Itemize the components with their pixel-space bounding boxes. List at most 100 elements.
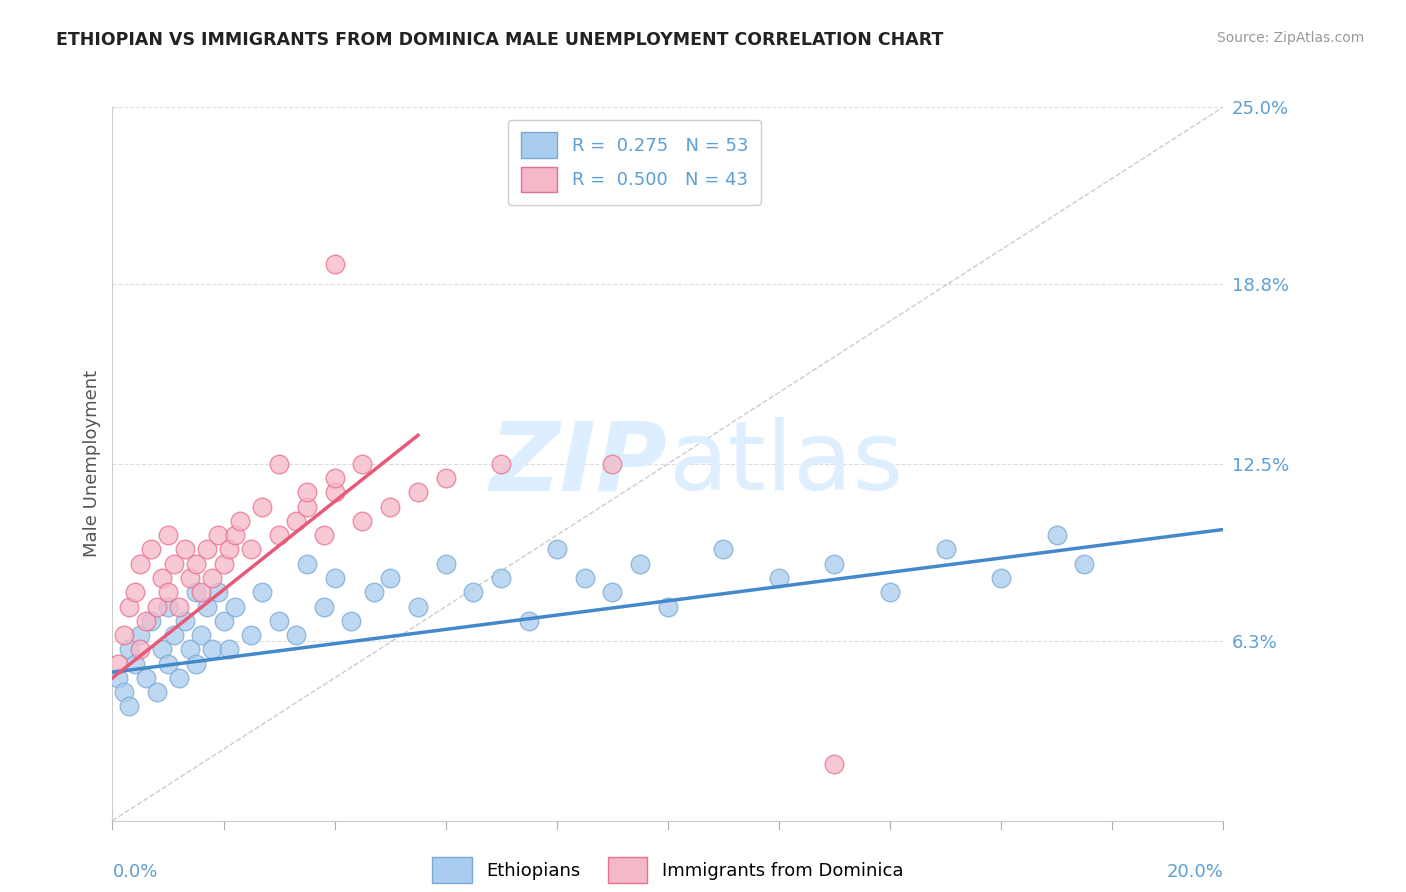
Point xyxy=(312,528,335,542)
Point xyxy=(252,500,274,514)
Point xyxy=(184,585,207,599)
Point xyxy=(179,642,201,657)
Text: ETHIOPIAN VS IMMIGRANTS FROM DOMINICA MALE UNEMPLOYMENT CORRELATION CHART: ETHIOPIAN VS IMMIGRANTS FROM DOMINICA MA… xyxy=(56,31,943,49)
Point xyxy=(252,585,274,599)
Point xyxy=(602,457,624,471)
Point xyxy=(129,642,152,657)
Point xyxy=(212,557,235,571)
Point xyxy=(380,500,402,514)
Point xyxy=(152,571,174,585)
Point xyxy=(190,628,212,642)
Point xyxy=(157,599,180,614)
Point xyxy=(491,571,513,585)
Point xyxy=(406,485,429,500)
Point xyxy=(284,514,307,528)
Point xyxy=(340,614,363,628)
Text: 20.0%: 20.0% xyxy=(1167,863,1223,881)
Point xyxy=(201,642,224,657)
Point xyxy=(295,485,318,500)
Point xyxy=(195,542,218,557)
Point xyxy=(179,571,201,585)
Point xyxy=(267,528,291,542)
Point xyxy=(118,599,141,614)
Point xyxy=(934,542,956,557)
Point xyxy=(173,614,195,628)
Point xyxy=(713,542,735,557)
Point xyxy=(184,557,207,571)
Point xyxy=(434,557,457,571)
Point xyxy=(628,557,651,571)
Point xyxy=(112,685,135,699)
Point xyxy=(295,557,318,571)
Point xyxy=(574,571,596,585)
Point xyxy=(380,571,402,585)
Point xyxy=(167,599,190,614)
Point xyxy=(207,528,229,542)
Point xyxy=(295,500,318,514)
Point xyxy=(657,599,679,614)
Point xyxy=(224,528,246,542)
Point xyxy=(184,657,207,671)
Point xyxy=(224,599,246,614)
Point xyxy=(267,614,291,628)
Text: Source: ZipAtlas.com: Source: ZipAtlas.com xyxy=(1216,31,1364,45)
Point xyxy=(824,557,846,571)
Point xyxy=(768,571,790,585)
Point xyxy=(240,542,263,557)
Point xyxy=(167,671,190,685)
Point xyxy=(1045,528,1069,542)
Point xyxy=(124,657,146,671)
Point xyxy=(323,571,346,585)
Point xyxy=(107,657,129,671)
Point xyxy=(118,642,141,657)
Point xyxy=(129,557,152,571)
Text: 0.0%: 0.0% xyxy=(112,863,157,881)
Point xyxy=(284,628,307,642)
Point xyxy=(267,457,291,471)
Point xyxy=(434,471,457,485)
Point xyxy=(491,457,513,471)
Point xyxy=(218,542,240,557)
Text: ZIP: ZIP xyxy=(489,417,668,510)
Point xyxy=(141,614,163,628)
Point xyxy=(135,671,157,685)
Text: atlas: atlas xyxy=(668,417,903,510)
Point xyxy=(129,628,152,642)
Point xyxy=(323,257,346,271)
Point xyxy=(406,599,429,614)
Point xyxy=(517,614,540,628)
Point xyxy=(162,557,184,571)
Point xyxy=(602,585,624,599)
Point xyxy=(352,514,374,528)
Point xyxy=(824,756,846,771)
Point xyxy=(323,485,346,500)
Point xyxy=(107,671,129,685)
Point xyxy=(135,614,157,628)
Point xyxy=(118,699,141,714)
Point xyxy=(229,514,252,528)
Point xyxy=(312,599,335,614)
Point xyxy=(363,585,385,599)
Point xyxy=(323,471,346,485)
Point xyxy=(546,542,568,557)
Point xyxy=(173,542,195,557)
Point xyxy=(146,685,169,699)
Point xyxy=(201,571,224,585)
Point xyxy=(112,628,135,642)
Point xyxy=(152,642,174,657)
Point xyxy=(352,457,374,471)
Point xyxy=(879,585,901,599)
Point xyxy=(162,628,184,642)
Point xyxy=(190,585,212,599)
Legend: Ethiopians, Immigrants from Dominica: Ethiopians, Immigrants from Dominica xyxy=(425,850,911,890)
Point xyxy=(124,585,146,599)
Point xyxy=(218,642,240,657)
Point xyxy=(157,528,180,542)
Point xyxy=(157,585,180,599)
Y-axis label: Male Unemployment: Male Unemployment xyxy=(83,370,101,558)
Point xyxy=(141,542,163,557)
Point xyxy=(157,657,180,671)
Point xyxy=(207,585,229,599)
Point xyxy=(463,585,485,599)
Point xyxy=(212,614,235,628)
